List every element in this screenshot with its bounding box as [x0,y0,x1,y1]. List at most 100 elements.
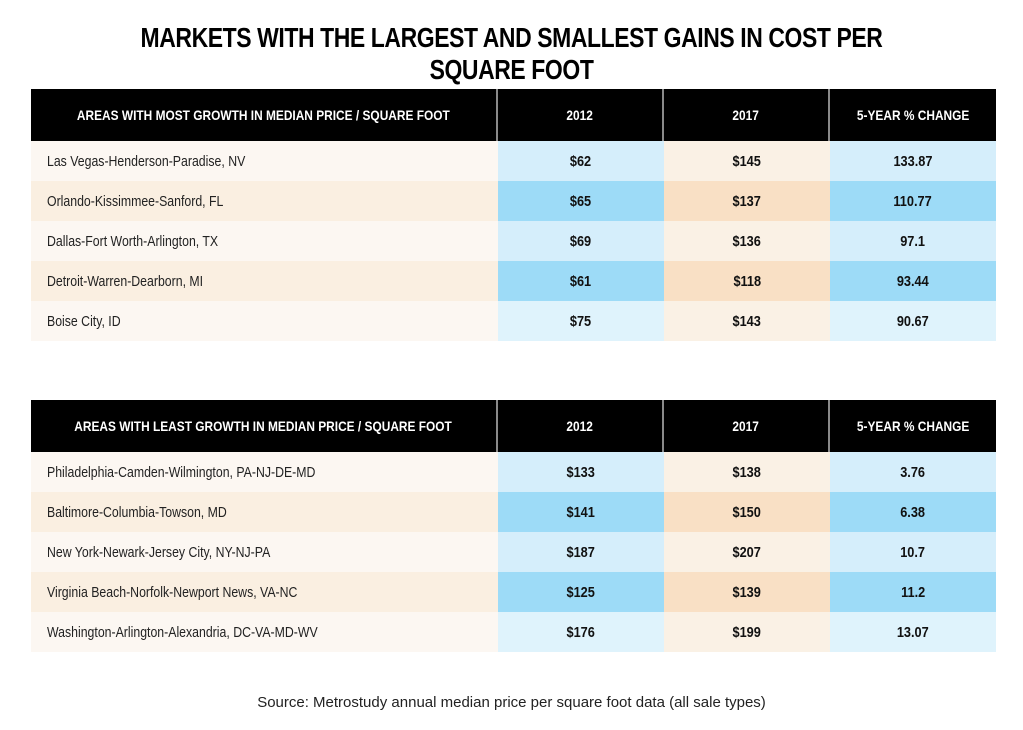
price-2017-cell: $118 [664,261,830,301]
pct-change: 93.44 [897,272,929,290]
header-change: 5-YEAR % CHANGE [830,400,996,452]
price-2017-cell: $143 [664,301,830,341]
header-label: 2012 [566,418,594,434]
header-label: 2017 [732,418,760,434]
area-cell: Virginia Beach-Norfolk-Newport News, VA-… [31,572,498,612]
area-name: Virginia Beach-Norfolk-Newport News, VA-… [47,583,298,601]
price-2012: $69 [570,232,592,250]
price-2012-cell: $187 [498,532,664,572]
area-cell: Washington-Arlington-Alexandria, DC-VA-M… [31,612,498,652]
pct-change: 10.7 [900,543,926,561]
area-cell: Philadelphia-Camden-Wilmington, PA-NJ-DE… [31,452,498,492]
price-2017-cell: $136 [664,221,830,261]
table-header-row: AREAS WITH MOST GROWTH IN MEDIAN PRICE /… [31,89,996,141]
area-name: Dallas-Fort Worth-Arlington, TX [47,232,219,250]
pct-change: 13.07 [897,623,929,641]
price-2012-cell: $141 [498,492,664,532]
price-2012-cell: $62 [498,141,664,181]
table-row: Boise City, ID $75 $143 90.67 [31,301,996,341]
header-2012: 2012 [498,400,664,452]
price-2017: $150 [732,503,762,521]
header-area: AREAS WITH LEAST GROWTH IN MEDIAN PRICE … [31,400,498,452]
price-2012-cell: $65 [498,181,664,221]
area-name: Orlando-Kissimmee-Sanford, FL [47,192,224,210]
table-row: Las Vegas-Henderson-Paradise, NV $62 $14… [31,141,996,181]
area-name: Las Vegas-Henderson-Paradise, NV [47,152,246,170]
price-2012-cell: $125 [498,572,664,612]
header-label: 2012 [566,107,594,123]
price-2012-cell: $133 [498,452,664,492]
source-note: Source: Metrostudy annual median price p… [257,694,766,711]
area-cell: Baltimore-Columbia-Towson, MD [31,492,498,532]
price-2017: $145 [732,152,762,170]
price-2012: $141 [566,503,596,521]
change-cell: 10.7 [830,532,996,572]
price-2017: $139 [732,583,762,601]
table-header-row: AREAS WITH LEAST GROWTH IN MEDIAN PRICE … [31,400,996,452]
price-2012: $61 [570,272,592,290]
price-2017: $136 [732,232,762,250]
price-2012: $62 [570,152,592,170]
header-label: AREAS WITH MOST GROWTH IN MEDIAN PRICE /… [77,107,450,123]
header-label: 2017 [732,107,760,123]
change-cell: 93.44 [830,261,996,301]
price-2012: $75 [570,312,592,330]
area-cell: Detroit-Warren-Dearborn, MI [31,261,498,301]
table-row: Detroit-Warren-Dearborn, MI $61 $118 93.… [31,261,996,301]
price-2012-cell: $176 [498,612,664,652]
price-2017: $207 [732,543,762,561]
least-growth-table: AREAS WITH LEAST GROWTH IN MEDIAN PRICE … [31,400,996,652]
price-2012-cell: $69 [498,221,664,261]
price-2012: $125 [566,583,596,601]
price-2012: $176 [566,623,596,641]
change-cell: 13.07 [830,612,996,652]
price-2017: $137 [732,192,762,210]
area-name: Baltimore-Columbia-Towson, MD [47,503,227,521]
price-2017: $199 [732,623,762,641]
price-2012: $65 [570,192,592,210]
price-2017-cell: $138 [664,452,830,492]
change-cell: 90.67 [830,301,996,341]
change-cell: 11.2 [830,572,996,612]
pct-change: 3.76 [900,463,926,481]
change-cell: 3.76 [830,452,996,492]
header-2017: 2017 [664,89,830,141]
price-2017-cell: $145 [664,141,830,181]
price-2012: $187 [566,543,596,561]
area-name: New York-Newark-Jersey City, NY-NJ-PA [47,543,271,561]
header-label: 5-YEAR % CHANGE [856,107,970,123]
pct-change: 11.2 [900,583,926,601]
area-cell: Orlando-Kissimmee-Sanford, FL [31,181,498,221]
header-area: AREAS WITH MOST GROWTH IN MEDIAN PRICE /… [31,89,498,141]
most-growth-table: AREAS WITH MOST GROWTH IN MEDIAN PRICE /… [31,89,996,341]
pct-change: 110.77 [893,192,933,210]
area-name: Washington-Arlington-Alexandria, DC-VA-M… [47,623,318,641]
table-row: New York-Newark-Jersey City, NY-NJ-PA $1… [31,532,996,572]
price-2017-cell: $139 [664,572,830,612]
header-2012: 2012 [498,89,664,141]
header-label: 5-YEAR % CHANGE [856,418,970,434]
change-cell: 6.38 [830,492,996,532]
pct-change: 133.87 [893,152,933,170]
area-cell: Las Vegas-Henderson-Paradise, NV [31,141,498,181]
price-2017-cell: $199 [664,612,830,652]
price-2017-cell: $137 [664,181,830,221]
area-name: Detroit-Warren-Dearborn, MI [47,272,204,290]
pct-change: 90.67 [897,312,929,330]
price-2017-cell: $207 [664,532,830,572]
area-cell: Dallas-Fort Worth-Arlington, TX [31,221,498,261]
price-2012-cell: $75 [498,301,664,341]
price-2017: $118 [733,272,761,290]
header-label: AREAS WITH LEAST GROWTH IN MEDIAN PRICE … [74,418,453,434]
header-change: 5-YEAR % CHANGE [830,89,996,141]
price-2017: $143 [732,312,762,330]
area-name: Philadelphia-Camden-Wilmington, PA-NJ-DE… [47,463,316,481]
table-row: Philadelphia-Camden-Wilmington, PA-NJ-DE… [31,452,996,492]
price-2012-cell: $61 [498,261,664,301]
table-row: Baltimore-Columbia-Towson, MD $141 $150 … [31,492,996,532]
table-row: Washington-Arlington-Alexandria, DC-VA-M… [31,612,996,652]
table-row: Dallas-Fort Worth-Arlington, TX $69 $136… [31,221,996,261]
change-cell: 110.77 [830,181,996,221]
pct-change: 6.38 [900,503,926,521]
area-cell: New York-Newark-Jersey City, NY-NJ-PA [31,532,498,572]
